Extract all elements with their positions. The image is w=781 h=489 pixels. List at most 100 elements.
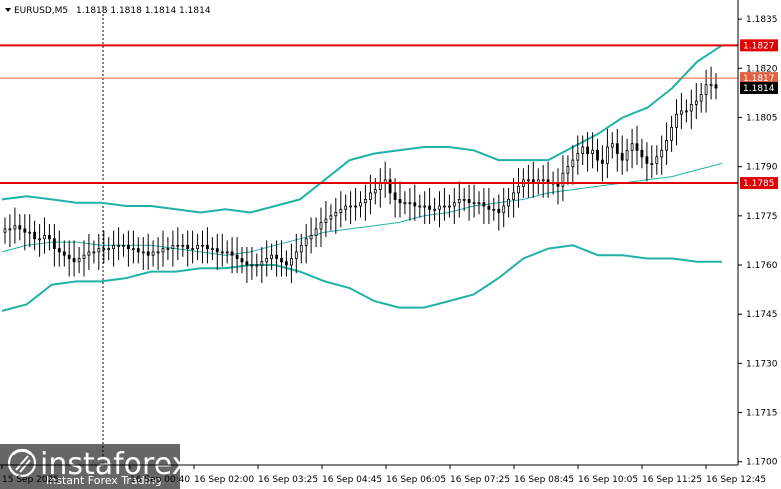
x-tick-label: 16 Sep 04:45: [322, 475, 382, 485]
candle: [151, 240, 155, 267]
bid-price-line-tag: [740, 72, 778, 85]
candle-body: [359, 202, 362, 207]
candle-body: [280, 258, 283, 263]
candle-body: [38, 238, 41, 241]
candle: [645, 142, 649, 182]
candle-body: [260, 261, 264, 266]
candle: [82, 240, 86, 277]
x-tick-label: 16 Sep 00:40: [130, 475, 190, 485]
candle-body: [72, 258, 76, 263]
y-tick-label: 1.1835: [746, 15, 778, 25]
candle: [166, 237, 170, 261]
candle-body: [210, 248, 214, 251]
candle-body: [487, 205, 491, 210]
chevron-down-icon[interactable]: [5, 8, 11, 12]
candle-body: [23, 228, 27, 233]
candle-body: [205, 244, 209, 250]
candle-body: [462, 198, 466, 201]
candle-body: [709, 84, 713, 87]
candle: [625, 138, 629, 172]
candle: [512, 178, 515, 218]
candle: [714, 73, 718, 100]
candle-body: [452, 202, 456, 207]
candle-body: [665, 139, 668, 151]
candle: [122, 233, 125, 257]
candle: [57, 230, 61, 267]
candle-body: [423, 205, 427, 208]
candle: [368, 174, 372, 215]
candle: [87, 233, 91, 270]
resistance-level-line-label: 1.1827: [743, 41, 775, 51]
candle: [225, 240, 229, 264]
candle: [517, 168, 520, 208]
candle: [709, 66, 713, 100]
candle: [23, 214, 27, 251]
candle: [428, 188, 432, 224]
candle-body: [289, 258, 293, 266]
candle-body: [620, 153, 624, 161]
candle-body: [334, 212, 338, 217]
candle-body: [492, 208, 496, 211]
candle-body: [606, 146, 609, 164]
candle-body: [354, 205, 358, 208]
candle: [250, 247, 254, 280]
candle-body: [62, 251, 66, 256]
candle: [309, 217, 313, 254]
candle-body: [408, 202, 412, 205]
candle-body: [255, 264, 259, 267]
x-tick-label: 16 Sep 12:45: [706, 475, 766, 485]
x-tick-label: 16 Sep 03:25: [258, 475, 318, 485]
candle-body: [596, 149, 599, 161]
candle-body: [675, 113, 678, 128]
candle: [102, 230, 106, 264]
candle-body: [645, 156, 649, 164]
candle-body: [507, 198, 511, 207]
candle-body: [477, 202, 481, 205]
candle-body: [591, 149, 594, 155]
candle: [334, 197, 338, 234]
candle-body: [127, 244, 130, 250]
candle: [210, 237, 214, 261]
candle-body: [181, 244, 185, 247]
bollinger-lower-line: [1, 244, 722, 312]
candle: [131, 230, 135, 264]
candle: [685, 99, 688, 123]
candle-body: [714, 84, 718, 89]
candle-body: [363, 198, 367, 204]
candle-body: [398, 198, 402, 204]
candle: [393, 178, 397, 218]
candle: [235, 237, 239, 274]
candle-body: [3, 228, 7, 233]
candle-body: [457, 198, 461, 204]
candle-body: [685, 110, 688, 113]
candle-body: [136, 248, 140, 253]
candle-body: [201, 244, 204, 247]
candle: [48, 224, 51, 251]
candle-body: [447, 205, 451, 208]
candle-body: [245, 261, 249, 266]
candle-body: [329, 215, 333, 220]
candle: [43, 217, 46, 254]
candle-body: [349, 205, 353, 208]
candle-body: [97, 248, 101, 253]
candle: [280, 240, 283, 277]
candle: [527, 165, 530, 198]
candle: [196, 233, 200, 261]
candle-body: [67, 254, 71, 259]
candle: [13, 207, 17, 244]
candle: [284, 250, 288, 277]
candle-body: [131, 248, 135, 251]
candle-body: [87, 251, 91, 256]
candle: [541, 165, 545, 198]
candle: [665, 122, 668, 165]
candle: [191, 230, 195, 264]
candle: [438, 191, 441, 228]
candle: [92, 240, 96, 264]
candle-body: [294, 251, 298, 259]
candle-body: [625, 149, 629, 161]
candle-body: [122, 244, 125, 247]
candle-body: [324, 218, 328, 223]
